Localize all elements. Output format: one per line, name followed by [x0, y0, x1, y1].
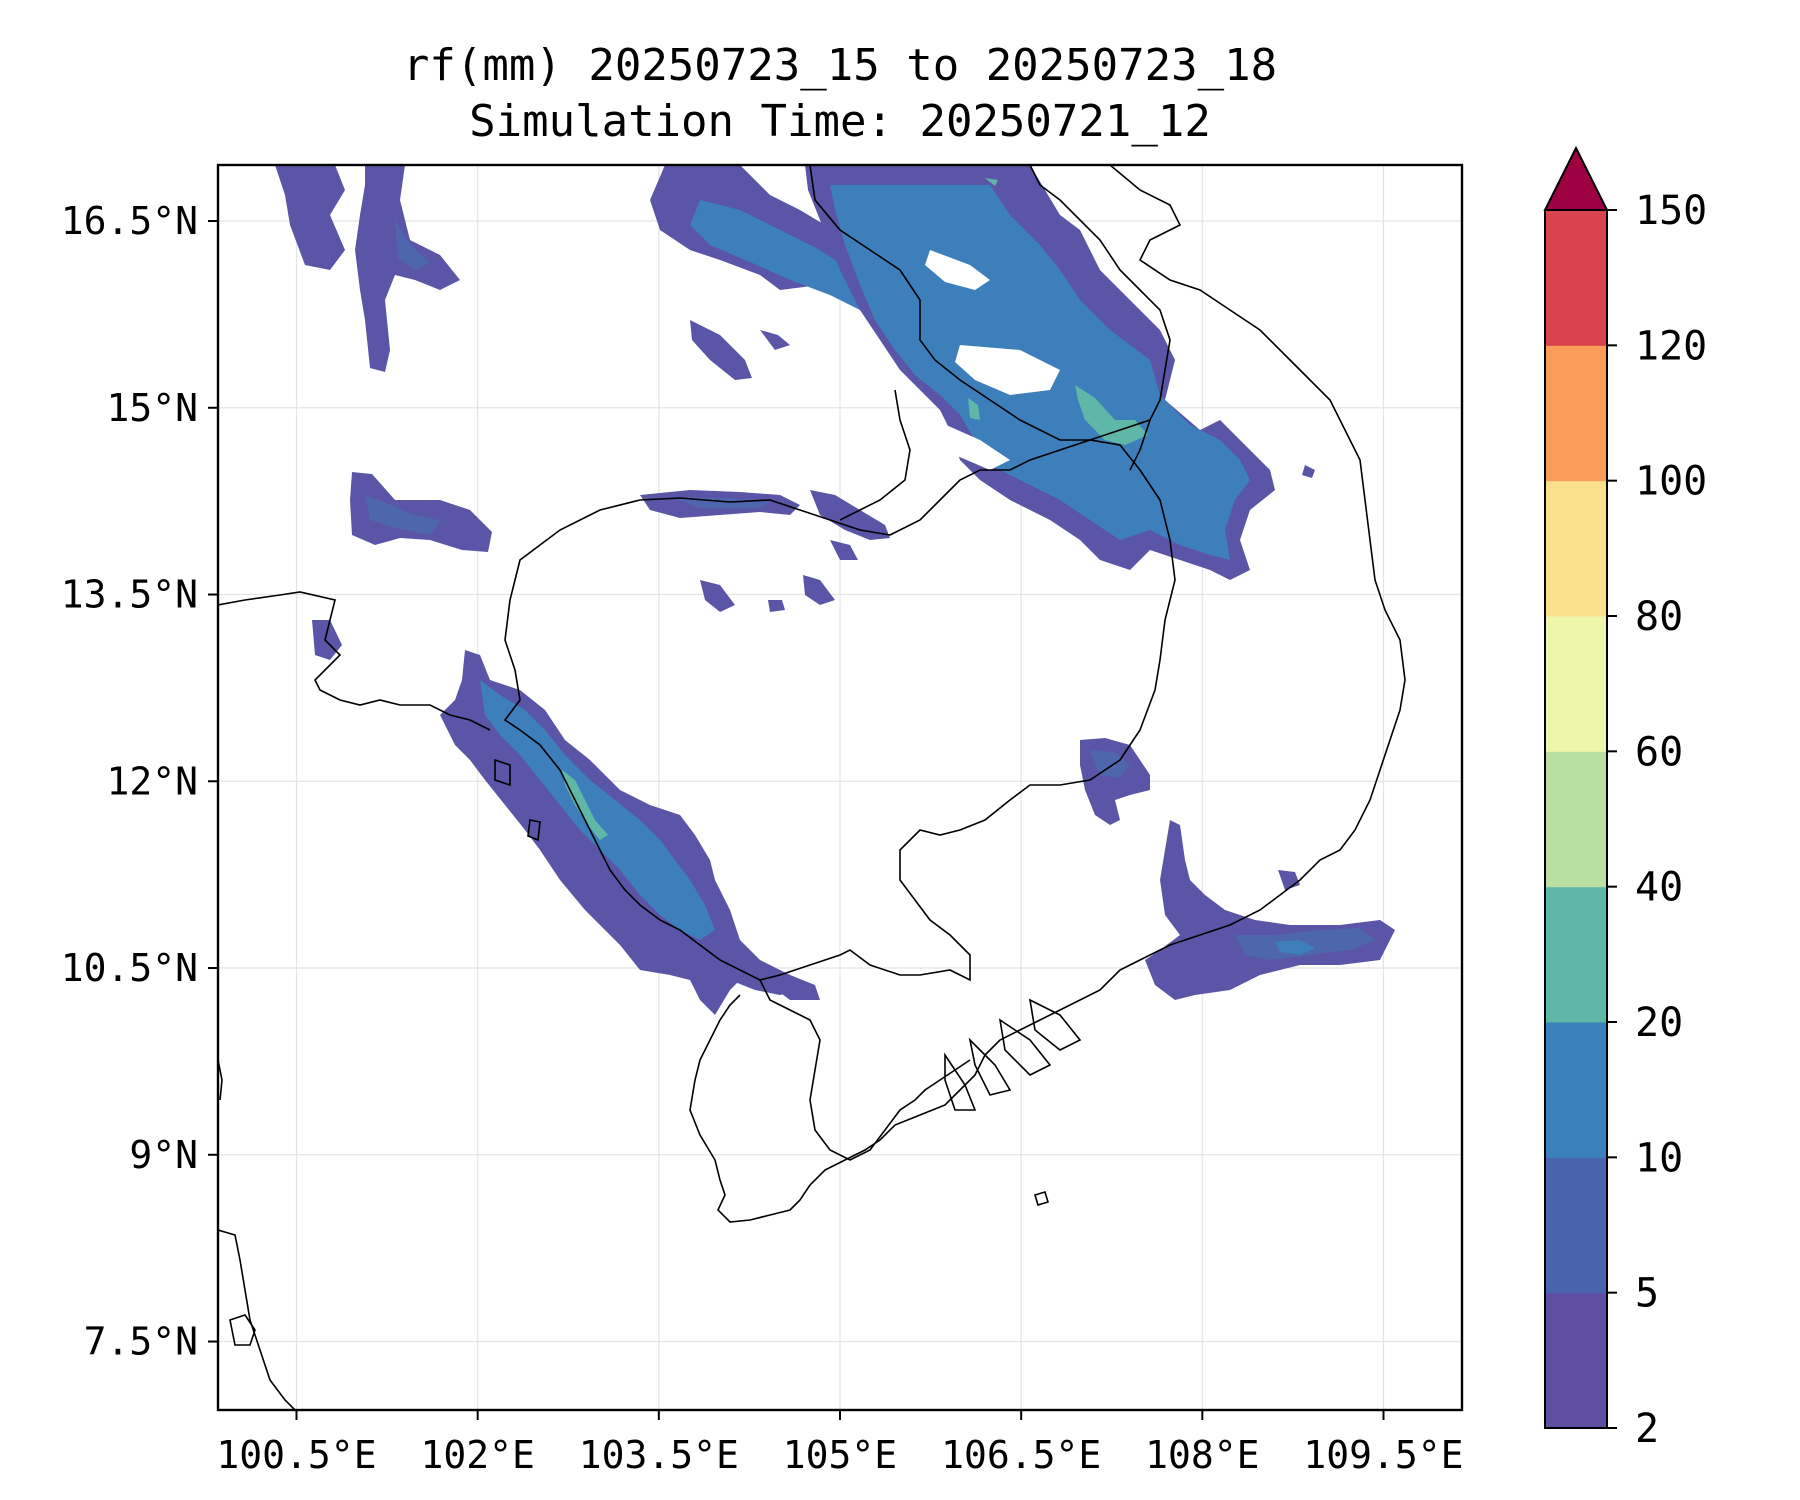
island-c	[527, 819, 541, 842]
rain-region-northeast-peak-b	[968, 398, 980, 420]
thailand-west-coast	[218, 591, 491, 731]
thailand-gulf-coast-mid	[218, 1059, 223, 1101]
rain-region-small-central-b	[830, 540, 858, 560]
rain-region-northwest-a	[275, 165, 345, 270]
rain-region-small-central-c	[700, 580, 735, 612]
colorbar-tick-label: 120	[1635, 323, 1707, 369]
laos-cambodia-border	[1129, 419, 1151, 471]
thailand-laos-border	[839, 389, 911, 521]
x-tick-label: 103.5°E	[579, 1433, 739, 1477]
thailand-gulf-coast-south	[218, 1229, 296, 1410]
rain-region-northeast-peak-c	[985, 178, 998, 186]
rain-region-east-central-inner	[1090, 750, 1130, 778]
colorbar-tick-label: 80	[1635, 594, 1683, 640]
colorbar-segment	[1545, 1022, 1607, 1158]
y-tick-label: 12°N	[106, 759, 198, 803]
gridlines	[218, 165, 1462, 1410]
rain-region-small-central-d	[803, 575, 835, 605]
y-tick-label: 13.5°N	[61, 573, 198, 617]
colorbar-tick-label: 10	[1635, 1135, 1683, 1181]
x-tick-label: 100.5°E	[216, 1433, 376, 1477]
y-tick-label: 9°N	[129, 1133, 198, 1177]
colorbar-tick-label: 40	[1635, 865, 1683, 911]
y-tick-label: 10.5°N	[61, 946, 198, 990]
y-tick-label: 16.5°N	[61, 199, 198, 243]
colorbar-frame	[1544, 209, 1608, 1429]
x-tick-label: 105°E	[783, 1433, 897, 1477]
colorbar: 2 5 10 20 40 60 80 100 120 150	[1543, 145, 1707, 1452]
rain-region-northeast-hole-c	[932, 420, 1010, 470]
axis-ticks: 100.5°E 102°E 103.5°E 105°E 106.5°E 108°E 109.…	[61, 199, 1464, 1477]
rain-region-southwest-peak	[562, 770, 608, 840]
rain-region-small-north-a	[690, 320, 752, 380]
colorbar-tick-label: 100	[1635, 459, 1707, 505]
island-d	[1034, 1191, 1049, 1206]
rainfall-contours	[275, 165, 1395, 1015]
rain-region-north-central-inner	[690, 200, 880, 315]
rain-region-southeast-core	[1275, 940, 1315, 955]
mekong-delta-branch-b	[998, 1018, 1052, 1076]
rain-region-east-dot	[1302, 465, 1315, 478]
rain-region-small-central-e	[768, 600, 785, 612]
colorbar-extend-arrow	[1543, 145, 1609, 211]
rain-region-southeast	[1145, 820, 1395, 1000]
rain-region-west	[350, 472, 492, 552]
colorbar-tick-label: 20	[1635, 1000, 1683, 1046]
x-tick-label: 108°E	[1145, 1433, 1259, 1477]
laos-vietnam-border	[809, 165, 1171, 441]
colorbar-segment	[1545, 1292, 1607, 1429]
map-area: 100.5°E 102°E 103.5°E 105°E 106.5°E 108°E 109.…	[61, 163, 1464, 1477]
x-tick-label: 106.5°E	[941, 1433, 1101, 1477]
x-tick-label: 109.5°E	[1303, 1433, 1463, 1477]
rain-region-small-north-b	[760, 330, 790, 350]
x-tick-label: 102°E	[420, 1433, 534, 1477]
colorbar-segment	[1545, 886, 1607, 1023]
coastlines-borders	[218, 165, 1406, 1410]
cambodia-border	[503, 439, 1176, 982]
rain-region-northeast-hole-a	[925, 250, 990, 290]
rain-region-northeast-hole-b	[955, 345, 1060, 395]
rain-region-northwest-b	[355, 165, 460, 372]
rain-region-northwest-b-inner	[395, 220, 430, 270]
island-b	[494, 758, 511, 787]
colorbar-segment	[1545, 480, 1607, 617]
y-tick-label: 7.5°N	[84, 1320, 198, 1364]
chart-subtitle: Simulation Time: 20250721_12	[469, 96, 1211, 147]
mekong-delta-branch-a	[1028, 998, 1082, 1051]
vietnam-coastline	[689, 165, 1406, 1223]
colorbar-tick-label: 2	[1635, 1406, 1659, 1452]
colorbar-tick-label: 60	[1635, 729, 1683, 775]
rain-region-northeast-peak-a	[1075, 385, 1148, 445]
colorbar-segment	[1545, 616, 1607, 752]
colorbar-segment	[1545, 1157, 1607, 1294]
colorbar-tick-label: 5	[1635, 1271, 1659, 1317]
y-tick-label: 15°N	[106, 386, 198, 430]
chart-title: rf(mm) 20250723_15 to 20250723_18	[403, 40, 1277, 91]
mekong-delta-branch-c	[968, 1037, 1012, 1096]
colorbar-segment	[1545, 751, 1607, 888]
rain-region-west-inner	[365, 495, 440, 535]
colorbar-segment	[1545, 345, 1607, 482]
colorbar-tick-label: 150	[1635, 188, 1707, 234]
southern-coast-line	[759, 979, 971, 1161]
colorbar-segment	[1545, 210, 1607, 346]
island-a	[229, 1314, 256, 1346]
